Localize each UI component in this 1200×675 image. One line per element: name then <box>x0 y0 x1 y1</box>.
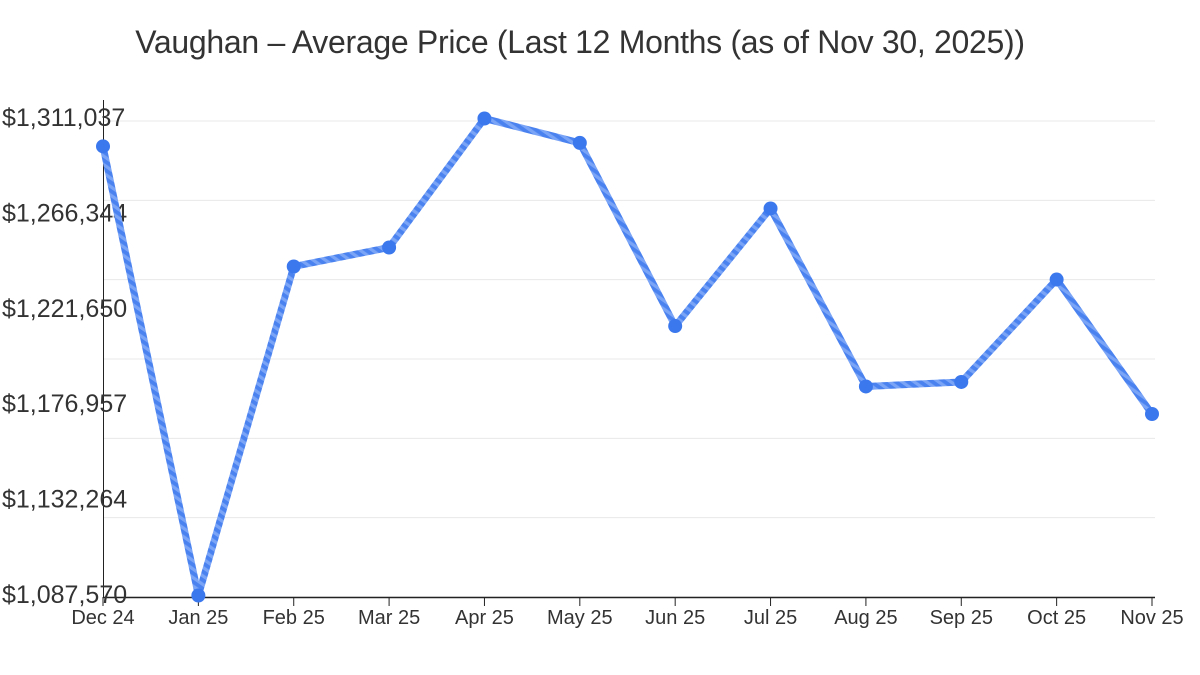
data-point[interactable] <box>858 379 873 394</box>
data-point[interactable] <box>286 259 301 274</box>
x-axis-tick-label: Oct 25 <box>1027 607 1086 629</box>
x-axis-tick-label: Jan 25 <box>168 607 228 629</box>
gridlines <box>103 120 1155 598</box>
chart-title: Vaughan – Average Price (Last 12 Months … <box>135 24 1025 60</box>
x-axis-tick-label: Jul 25 <box>744 607 797 629</box>
y-axis-tick-label: $1,221,650 <box>2 295 127 323</box>
x-axis-tick-label: Dec 24 <box>71 607 134 629</box>
data-point[interactable] <box>1049 272 1064 287</box>
data-points <box>96 111 1159 603</box>
y-axis-tick-label: $1,176,957 <box>2 390 127 418</box>
x-axis-tick-label: Feb 25 <box>263 607 325 629</box>
data-point[interactable] <box>572 135 587 150</box>
data-point[interactable] <box>477 111 492 126</box>
x-axis-tick-label: Aug 25 <box>834 607 897 629</box>
x-axis-tick-label: Nov 25 <box>1120 607 1183 629</box>
data-point[interactable] <box>668 319 683 334</box>
x-axis-tick-label: Mar 25 <box>358 607 420 629</box>
data-point[interactable] <box>382 240 397 255</box>
x-axis-tick-label: Jun 25 <box>645 607 705 629</box>
y-axis-tick-label: $1,266,344 <box>2 199 127 227</box>
y-axis-tick-label: $1,087,570 <box>2 581 127 609</box>
y-axis-tick-label: $1,132,264 <box>2 486 127 514</box>
axes <box>103 100 1155 599</box>
data-point[interactable] <box>954 374 969 389</box>
data-point[interactable] <box>191 588 206 603</box>
data-point[interactable] <box>1145 406 1159 421</box>
x-axis-labels: Dec 24 Jan 25 Feb 25 Mar 25 Apr 25 May 25 Jun … <box>71 607 1183 629</box>
data-point[interactable] <box>96 139 110 154</box>
x-axis-tick-label: Sep 25 <box>930 607 993 629</box>
data-point[interactable] <box>763 201 778 216</box>
x-axis-tick-label: Apr 25 <box>455 607 514 629</box>
x-axis-ticks <box>102 597 1153 606</box>
x-axis-tick-label: May 25 <box>547 607 613 629</box>
y-axis-labels: $1,311,037 $1,266,344 $1,221,650 $1,176,957… <box>2 104 127 609</box>
price-line <box>99 115 1156 599</box>
y-axis-tick-label: $1,311,037 <box>2 104 125 132</box>
